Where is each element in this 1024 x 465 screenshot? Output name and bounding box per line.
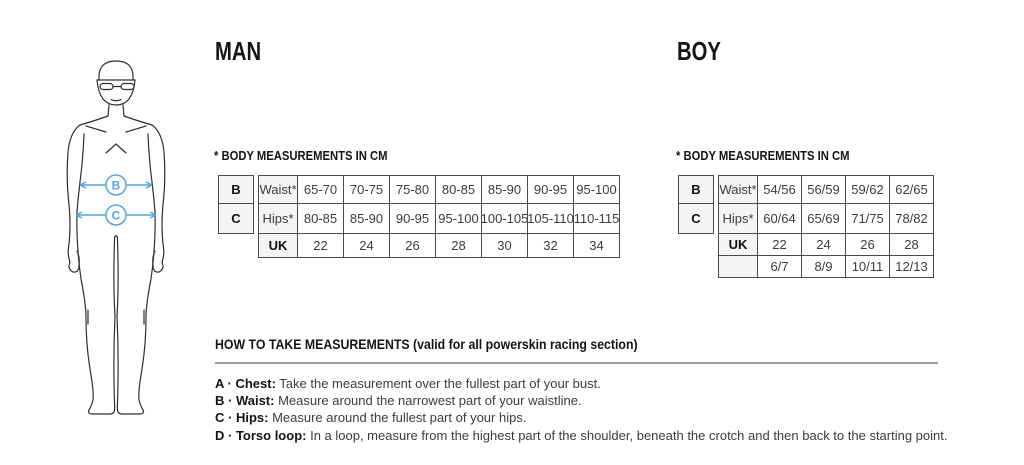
- man-table-grid: Waist* 65-70 70-75 75-80 80-85 85-90 90-…: [258, 175, 620, 258]
- howto-item-text: In a loop, measure from the highest part…: [306, 427, 948, 443]
- man-waist-value: 95-100: [574, 176, 620, 204]
- boy-uk-value: 22: [758, 234, 802, 256]
- boy-table-grid: Waist* 54/56 56/59 59/62 62/65 Hips* 60/…: [718, 175, 934, 278]
- man-waist-value: 85-90: [482, 176, 528, 204]
- man-hips-value: 85-90: [344, 204, 390, 234]
- man-uk-value: 24: [344, 234, 390, 258]
- boy-uk-value: 28: [890, 234, 934, 256]
- man-marker-c: C: [219, 204, 254, 234]
- man-hips-label: Hips*: [259, 204, 298, 234]
- boy-age-value: 8/9: [802, 256, 846, 278]
- man-uk-value: 22: [298, 234, 344, 258]
- boy-age-value: 12/13: [890, 256, 934, 278]
- man-waist-value: 70-75: [344, 176, 390, 204]
- man-hips-value: 80-85: [298, 204, 344, 234]
- howto-item-prefix: B · Waist:: [215, 393, 275, 409]
- man-waist-value: 80-85: [436, 176, 482, 204]
- man-uk-value: 34: [574, 234, 620, 258]
- swim-cap-icon: [98, 60, 134, 80]
- boy-waist-value: 59/62: [846, 176, 890, 204]
- swimmer-figure-svg: B C: [66, 60, 166, 415]
- boy-waist-label: Waist*: [719, 176, 758, 204]
- boy-marker-c: C: [679, 204, 714, 234]
- man-measurements-note: * BODY MEASUREMENTS IN CM: [214, 149, 388, 163]
- swimmer-figure-illustration: B C: [50, 54, 185, 416]
- howto-list: A · Chest: Take the measurement over the…: [215, 375, 948, 444]
- man-waist-value: 75-80: [390, 176, 436, 204]
- measurement-markers: [75, 174, 157, 226]
- waist-marker-circle: [105, 174, 127, 196]
- man-marker-b: B: [219, 176, 254, 204]
- man-waist-label: Waist*: [259, 176, 298, 204]
- waist-marker-label: B: [112, 179, 121, 193]
- howto-divider: [215, 362, 938, 364]
- howto-item-prefix: C · Hips:: [215, 410, 269, 426]
- howto-item-prefix: D · Torso loop:: [215, 427, 307, 443]
- man-hips-value: 90-95: [390, 204, 436, 234]
- man-uk-label: UK: [259, 234, 298, 258]
- howto-item-waist: B · Waist: Measure around the narrowest …: [215, 392, 948, 409]
- man-uk-value: 30: [482, 234, 528, 258]
- boy-measurements-note: * BODY MEASUREMENTS IN CM: [676, 149, 850, 163]
- hips-marker-circle: [105, 204, 127, 226]
- howto-item-hips: C · Hips: Measure around the fullest par…: [215, 409, 948, 426]
- man-waist-value: 90-95: [528, 176, 574, 204]
- man-uk-value: 28: [436, 234, 482, 258]
- howto-item-text: Measure around the narrowest part of you…: [274, 393, 582, 409]
- boy-size-table: B C Waist* 54/56 56/59 59/62 62/65 Hips*…: [678, 175, 934, 278]
- howto-item-text: Take the measurement over the fullest pa…: [275, 376, 601, 391]
- boy-uk-value: 24: [802, 234, 846, 256]
- boy-waist-value: 56/59: [802, 176, 846, 204]
- howto-item-torso-loop: D · Torso loop: In a loop, measure from …: [215, 427, 948, 444]
- boy-section-title: BOY: [677, 36, 721, 66]
- man-hips-value: 110-115: [574, 204, 620, 234]
- man-hips-value: 95-100: [436, 204, 482, 234]
- man-hips-value: 105-110: [528, 204, 574, 234]
- man-hips-value: 100-105: [482, 204, 528, 234]
- boy-waist-value: 62/65: [890, 176, 934, 204]
- howto-item-prefix: A · Chest:: [215, 376, 276, 391]
- boy-hips-value: 60/64: [758, 204, 802, 234]
- boy-uk-label: UK: [719, 234, 758, 256]
- goggles-icon: [99, 82, 135, 91]
- boy-age-value: 10/11: [846, 256, 890, 278]
- boy-hips-value: 71/75: [846, 204, 890, 234]
- boy-marker-b: B: [679, 176, 714, 204]
- hips-marker-label: C: [112, 209, 121, 223]
- boy-age-label: [719, 256, 758, 278]
- boy-age-value: 6/7: [758, 256, 802, 278]
- man-size-table: B C Waist* 65-70 70-75 75-80 80-85 85-90…: [218, 175, 620, 258]
- man-section-title: MAN: [215, 36, 262, 66]
- boy-marker-column: B C: [678, 175, 714, 234]
- boy-uk-value: 26: [846, 234, 890, 256]
- man-waist-value: 65-70: [298, 176, 344, 204]
- boy-waist-value: 54/56: [758, 176, 802, 204]
- man-uk-value: 26: [390, 234, 436, 258]
- boy-hips-label: Hips*: [719, 204, 758, 234]
- man-marker-column: B C: [218, 175, 254, 234]
- boy-hips-value: 65/69: [802, 204, 846, 234]
- howto-heading: HOW TO TAKE MEASUREMENTS (valid for all …: [215, 336, 638, 352]
- howto-item-chest: A · Chest: Take the measurement over the…: [215, 375, 948, 392]
- howto-item-text: Measure around the fullest part of your …: [268, 410, 527, 426]
- man-uk-value: 32: [528, 234, 574, 258]
- boy-hips-value: 78/82: [890, 204, 934, 234]
